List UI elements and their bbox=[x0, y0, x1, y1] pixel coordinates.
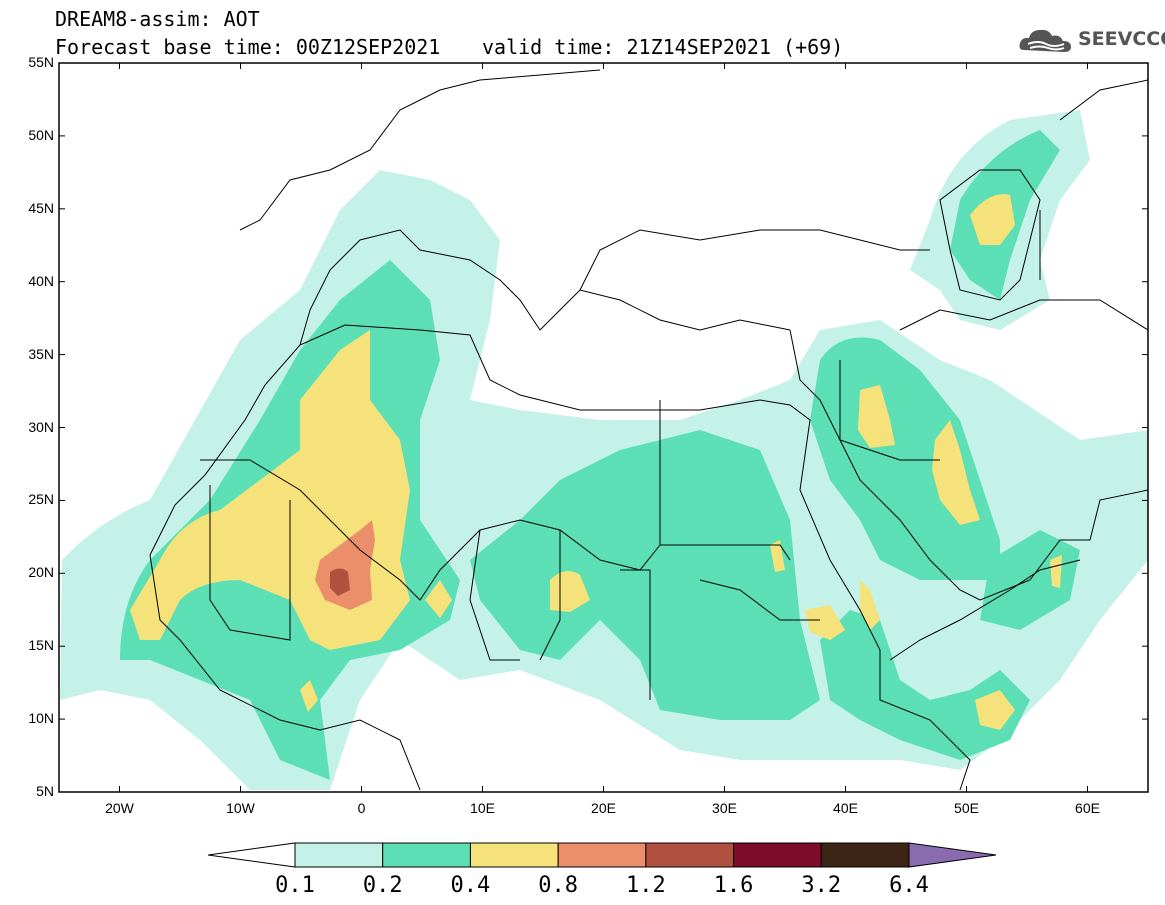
lon-label: 30E bbox=[712, 800, 737, 816]
lat-label: 55N bbox=[28, 54, 54, 70]
colorbar-swatch bbox=[294, 842, 384, 868]
lat-label: 20N bbox=[28, 564, 54, 581]
colorbar-label: 0.2 bbox=[362, 873, 403, 898]
forecast-base-time: Forecast base time: 00Z12SEP2021 bbox=[55, 35, 441, 59]
lat-label: 5N bbox=[36, 783, 54, 799]
colorbar-label: 3.2 bbox=[801, 873, 842, 898]
lat-label: 45N bbox=[28, 199, 54, 216]
lon-label: 0 bbox=[357, 800, 366, 816]
colorbar-label: 0.8 bbox=[538, 873, 579, 898]
lat-label: 50N bbox=[28, 126, 54, 143]
colorbar-label: 1.6 bbox=[713, 873, 754, 898]
colorbar-label: 0.4 bbox=[450, 873, 491, 898]
logo-text: SEEVCCC bbox=[1078, 28, 1165, 50]
aot-fields bbox=[60, 69, 1148, 791]
lat-label: 15N bbox=[28, 637, 54, 654]
colorbar-swatch bbox=[820, 842, 910, 868]
colorbar-swatch bbox=[645, 842, 735, 868]
cloud-icon bbox=[1019, 29, 1071, 52]
lon-label: 20E bbox=[591, 800, 616, 816]
colorbar-label: 6.4 bbox=[889, 873, 929, 898]
lon-label: 10E bbox=[470, 800, 495, 816]
coastlines bbox=[149, 69, 1148, 791]
colorbar-label: 0.1 bbox=[275, 873, 315, 898]
colorbar-swatch bbox=[733, 842, 822, 868]
lat-label: 35N bbox=[28, 345, 54, 362]
lat-label: 25N bbox=[28, 491, 54, 508]
lat-ticks bbox=[59, 62, 1148, 793]
lat-label: 30N bbox=[28, 418, 54, 435]
lon-label: 50E bbox=[954, 800, 979, 816]
map-title: DREAM8-assim: AOT bbox=[55, 7, 260, 31]
lon-ticks bbox=[119, 63, 1088, 792]
lat-label: 40N bbox=[28, 272, 54, 289]
colorbar-swatch bbox=[557, 842, 647, 868]
colorbar-upper-triangle bbox=[908, 842, 997, 868]
colorbar-swatch bbox=[382, 842, 471, 868]
lon-label: 40E bbox=[833, 800, 858, 816]
valid-time: valid time: 21Z14SEP2021 (+69) bbox=[482, 35, 844, 59]
colorbar-lower-triangle bbox=[207, 842, 296, 868]
lon-label: 60E bbox=[1075, 800, 1100, 816]
lon-label: 20W bbox=[105, 800, 134, 816]
lat-label: 10N bbox=[28, 710, 54, 727]
lon-label: 10W bbox=[226, 800, 255, 816]
colorbar bbox=[207, 842, 997, 868]
colorbar-swatch bbox=[469, 842, 559, 868]
colorbar-label: 1.2 bbox=[625, 873, 666, 898]
aot-band-1.2 bbox=[330, 568, 350, 596]
seevccc-logo: SEEVCCC bbox=[1018, 24, 1165, 56]
